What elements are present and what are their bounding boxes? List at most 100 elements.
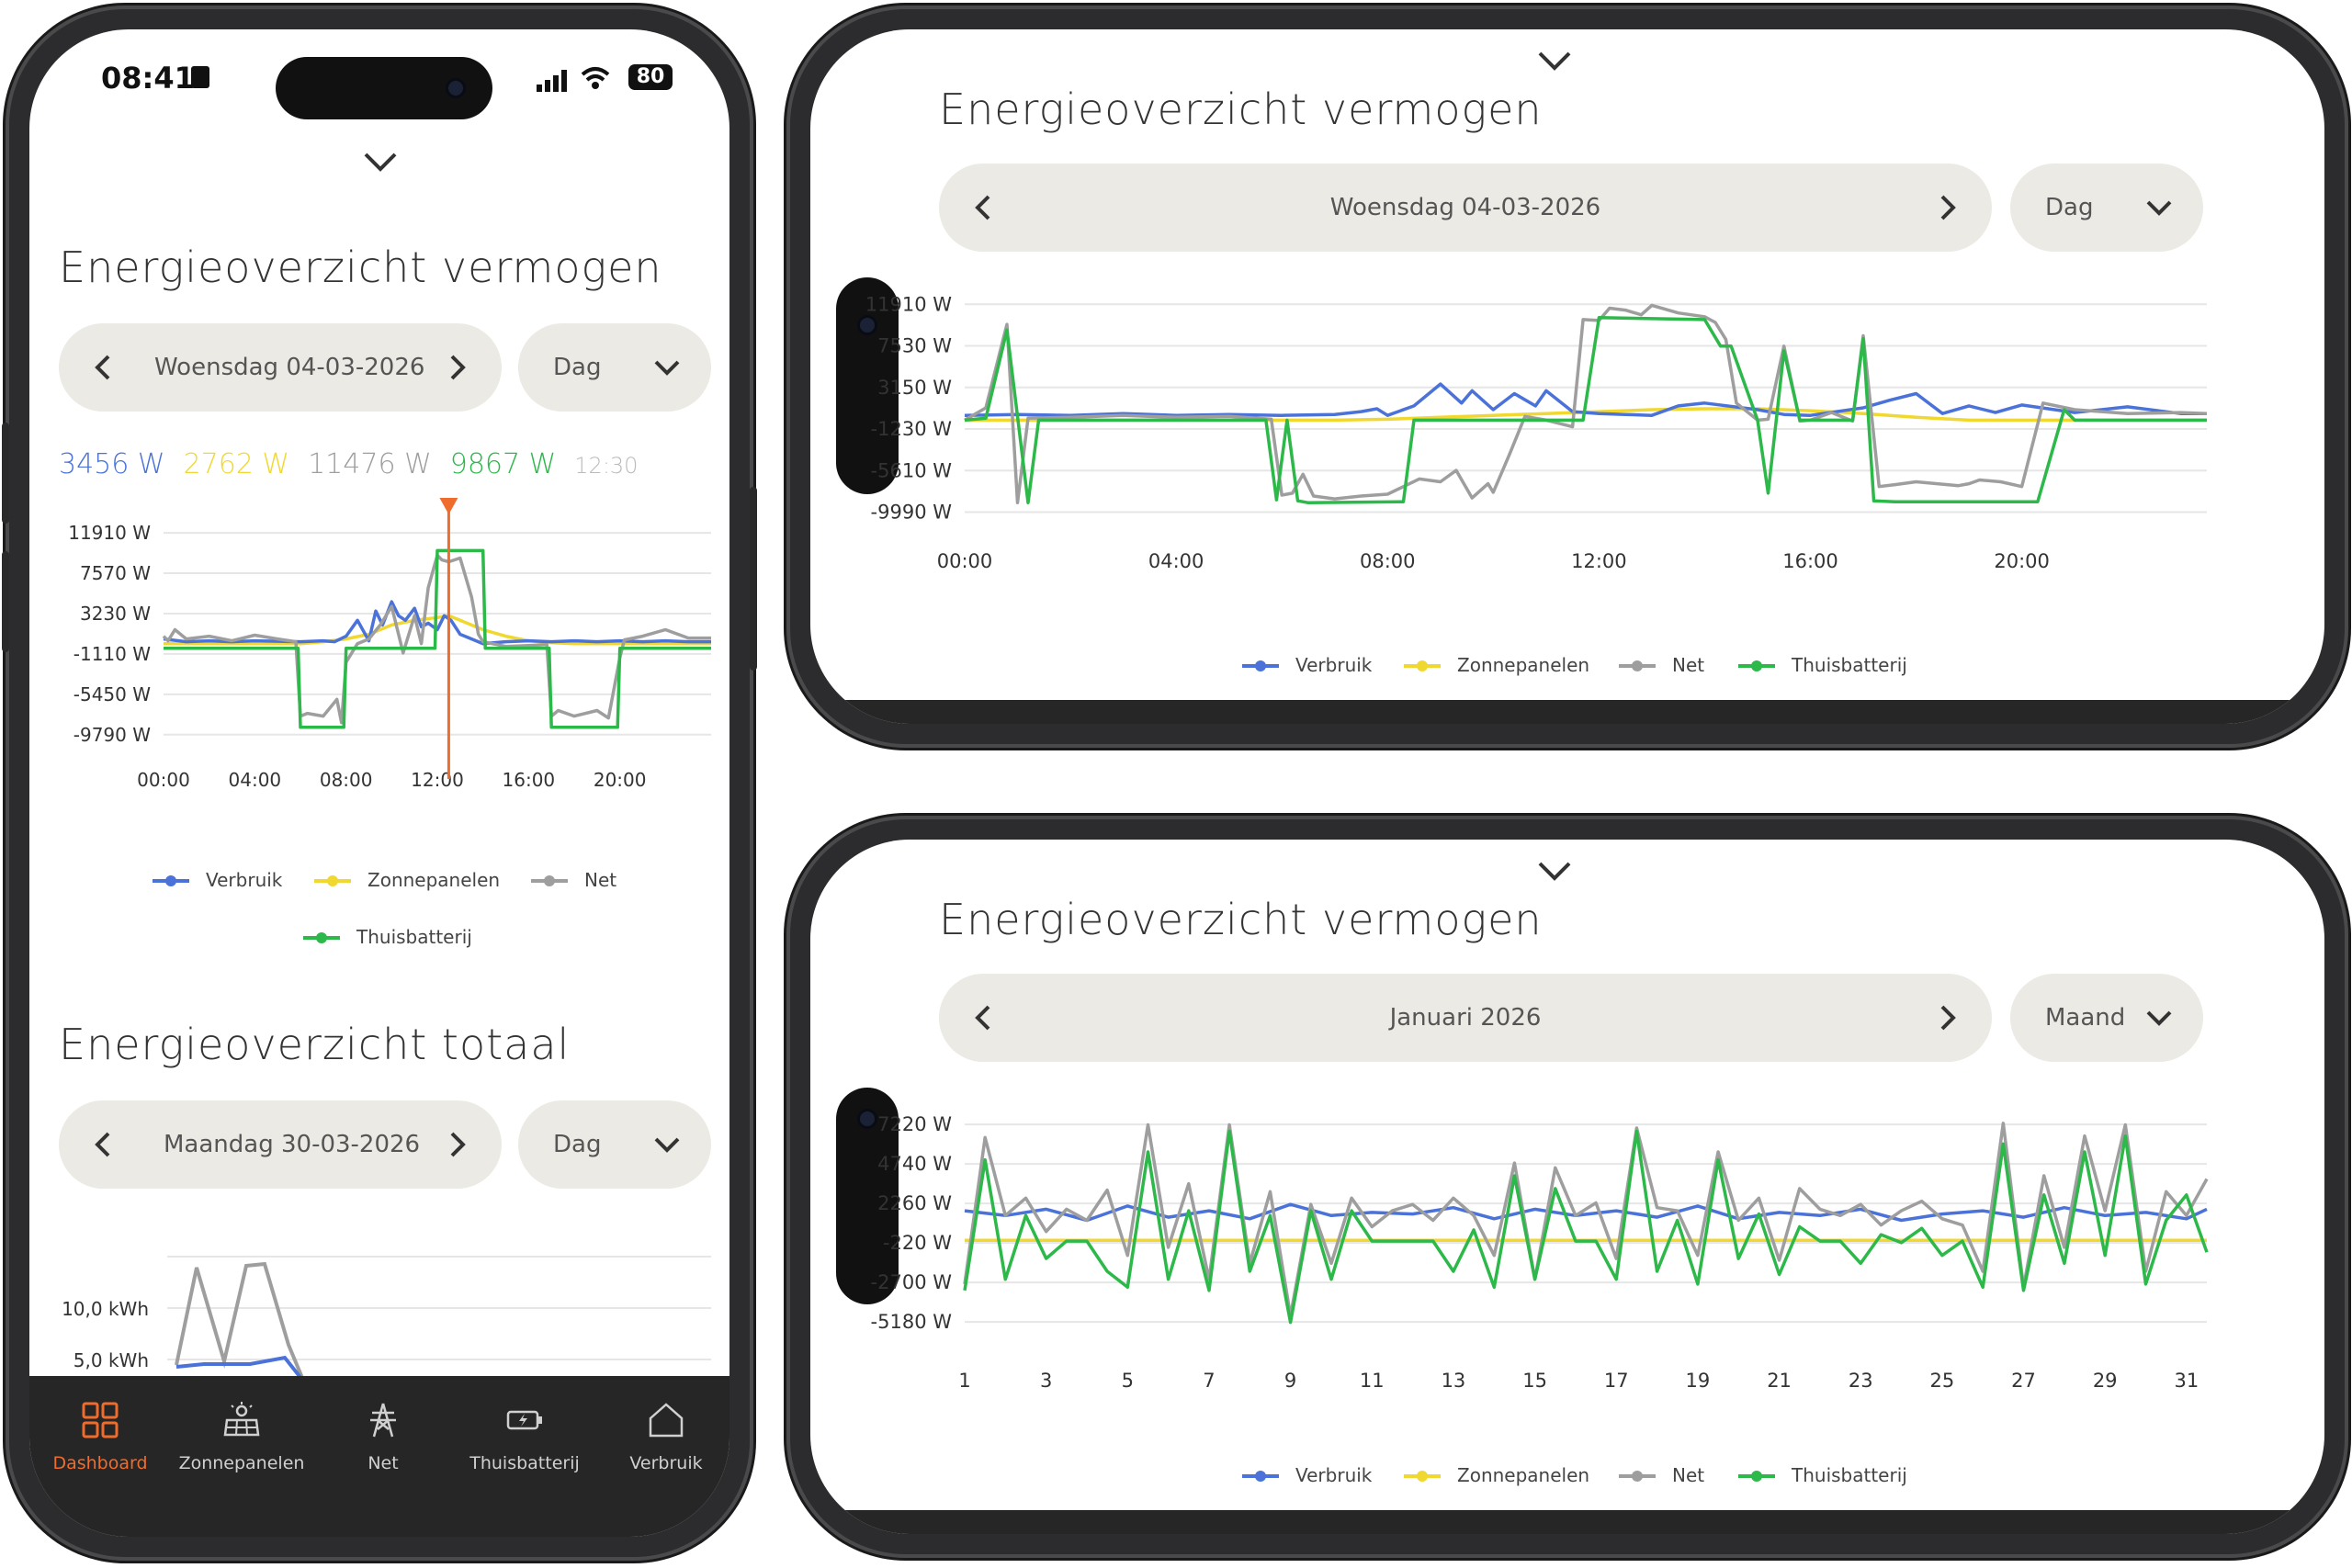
power-pylon-icon bbox=[370, 1403, 396, 1438]
battery-status-icon: 80 bbox=[628, 64, 673, 90]
series-line-verbruik bbox=[964, 1202, 2208, 1223]
value-time: 12:30 bbox=[574, 453, 639, 479]
x-tick-label: 00:00 bbox=[937, 550, 993, 572]
value-verbruik: 3456 W bbox=[59, 448, 165, 480]
x-tick-label: 15 bbox=[1522, 1370, 1547, 1392]
x-tick-label: 23 bbox=[1849, 1370, 1873, 1392]
y-tick-label: -5180 W bbox=[871, 1311, 953, 1333]
legend-zonnepanelen-label: Zonnepanelen bbox=[368, 869, 501, 891]
previous-date-icon[interactable] bbox=[86, 1126, 123, 1163]
totaal-tick-10: 10,0 kWh bbox=[62, 1298, 149, 1320]
signal-icon bbox=[537, 70, 567, 92]
x-tick-label: 12:00 bbox=[411, 769, 464, 791]
y-tick-label: 7530 W bbox=[877, 335, 952, 357]
totaal-net-line bbox=[175, 1261, 309, 1390]
tab-bar-edge bbox=[810, 1510, 2324, 1534]
legend-verbruik-label: Verbruik bbox=[1295, 1464, 1373, 1486]
date-selector: Woensdag 04-03-2026 bbox=[939, 164, 1992, 252]
phone-portrait-screen: 08:41 80 Energieoverzicht vermogen Woens… bbox=[29, 29, 729, 1537]
vermogen-chart[interactable]: 11910 W 7530 W 3150 W -1230 W -5610 W -9990 W… bbox=[810, 283, 2324, 614]
chevron-down-icon bbox=[2146, 200, 2172, 216]
x-tick-label: 7 bbox=[1203, 1370, 1215, 1392]
next-date-icon[interactable] bbox=[437, 349, 474, 386]
series-line-thuisbatterij bbox=[963, 1129, 2209, 1325]
value-thuisbatterij: 9867 W bbox=[449, 448, 557, 480]
phone-landscape-month: Energieoverzicht vermogen Januari 2026 M… bbox=[786, 816, 2348, 1558]
totaal-period-label: Dag bbox=[553, 1131, 602, 1158]
wifi-icon bbox=[581, 67, 610, 89]
phone-landscape-month-screen: Energieoverzicht vermogen Januari 2026 M… bbox=[810, 840, 2324, 1534]
series-line-net bbox=[963, 1122, 2209, 1318]
x-tick-label: 04:00 bbox=[229, 769, 282, 791]
series-line-zonnepanelen bbox=[965, 407, 2207, 423]
battery-level: 80 bbox=[636, 65, 665, 88]
previous-month-icon[interactable] bbox=[967, 999, 1003, 1036]
series-line-thuisbatterij bbox=[964, 316, 2207, 505]
dynamic-island bbox=[276, 57, 492, 119]
period-select[interactable]: Maand bbox=[2010, 974, 2203, 1062]
bottom-tab-bar: Dashboard Zonnepanelen Net Thuisbatterij… bbox=[29, 1376, 729, 1537]
dynamic-island bbox=[836, 277, 899, 494]
x-tick-label: 20:00 bbox=[594, 769, 647, 791]
vermogen-period-select[interactable]: Dag bbox=[518, 323, 711, 412]
vermogen-legend: Verbruik Zonnepanelen Net Thuisbatterij bbox=[810, 1464, 2324, 1494]
value-net: 11476 W bbox=[308, 448, 432, 480]
tab-thuisbatterij-label: Thuisbatterij bbox=[469, 1453, 580, 1473]
y-tick-label: -5450 W bbox=[74, 683, 151, 705]
x-tick-label: 3 bbox=[1040, 1370, 1052, 1392]
collapse-chevron-icon[interactable] bbox=[362, 151, 399, 173]
status-time: 08:41 bbox=[101, 61, 195, 96]
previous-date-icon[interactable] bbox=[967, 189, 1003, 226]
vermogen-legend: Verbruik Zonnepanelen Net Thuisbatterij bbox=[810, 654, 2324, 683]
totaal-chart-partial: 10,0 kWh 5,0 kWh bbox=[62, 1256, 711, 1405]
x-tick-label: 08:00 bbox=[1360, 550, 1416, 572]
value-zonnepanelen: 2762 W bbox=[183, 448, 290, 480]
vermogen-legend: Verbruik Zonnepanelen Net Thuisbatterij bbox=[29, 869, 729, 981]
cursor-values: 3456 W 2762 W 11476 W 9867 W 12:30 bbox=[59, 448, 656, 480]
x-tick-label: 9 bbox=[1284, 1370, 1296, 1392]
volume-down-button bbox=[2, 551, 9, 652]
tab-net-label: Net bbox=[368, 1453, 399, 1473]
totaal-date-selector: Maandag 30-03-2026 bbox=[59, 1100, 502, 1189]
legend-net-label: Net bbox=[584, 869, 617, 891]
x-tick-label: 11 bbox=[1360, 1370, 1385, 1392]
x-tick-label: 20:00 bbox=[1994, 550, 2050, 572]
date-label: Januari 2026 bbox=[1389, 1004, 1542, 1032]
legend-net-marker bbox=[1619, 660, 1656, 671]
legend-verbruik-label: Verbruik bbox=[1295, 654, 1373, 676]
x-tick-label: 00:00 bbox=[137, 769, 190, 791]
collapse-chevron-icon[interactable] bbox=[1536, 860, 1573, 882]
y-tick-label: 2260 W bbox=[877, 1192, 952, 1214]
legend-zonnepanelen-label: Zonnepanelen bbox=[1457, 1464, 1590, 1486]
dynamic-island bbox=[836, 1088, 899, 1304]
solar-panel-icon bbox=[223, 1402, 260, 1437]
x-tick-label: 31 bbox=[2174, 1370, 2199, 1392]
x-tick-label: 08:00 bbox=[320, 769, 373, 791]
totaal-tick-5: 5,0 kWh bbox=[74, 1349, 149, 1371]
tab-dashboard-label: Dashboard bbox=[52, 1453, 148, 1473]
legend-thuisbatterij-marker bbox=[303, 932, 340, 943]
x-tick-label: 13 bbox=[1442, 1370, 1466, 1392]
totaal-period-select[interactable]: Dag bbox=[518, 1100, 711, 1189]
legend-verbruik-marker bbox=[1242, 660, 1279, 671]
collapse-chevron-icon[interactable] bbox=[1536, 50, 1573, 72]
id-card-icon bbox=[191, 66, 209, 88]
period-select[interactable]: Dag bbox=[2010, 164, 2203, 252]
next-date-icon[interactable] bbox=[1928, 189, 1964, 226]
legend-thuisbatterij-label: Thuisbatterij bbox=[1792, 1464, 1907, 1486]
chevron-down-icon bbox=[2146, 1010, 2172, 1026]
next-date-icon[interactable] bbox=[437, 1126, 474, 1163]
legend-zonnepanelen-marker bbox=[1404, 1471, 1441, 1482]
y-tick-label: -1110 W bbox=[74, 643, 151, 665]
y-tick-label: 11910 W bbox=[865, 293, 952, 315]
previous-date-icon[interactable] bbox=[86, 349, 123, 386]
legend-thuisbatterij-label: Thuisbatterij bbox=[356, 926, 472, 948]
vermogen-date-label: Woensdag 04-03-2026 bbox=[154, 354, 425, 381]
x-tick-label: 19 bbox=[1686, 1370, 1711, 1392]
period-label: Dag bbox=[2045, 194, 2094, 221]
next-month-icon[interactable] bbox=[1928, 999, 1964, 1036]
x-tick-label: 21 bbox=[1767, 1370, 1792, 1392]
chevron-down-icon bbox=[654, 1137, 680, 1153]
vermogen-chart[interactable]: 11910 W 7570 W 3230 W -1110 W -5450 W -9790 W… bbox=[29, 498, 729, 838]
